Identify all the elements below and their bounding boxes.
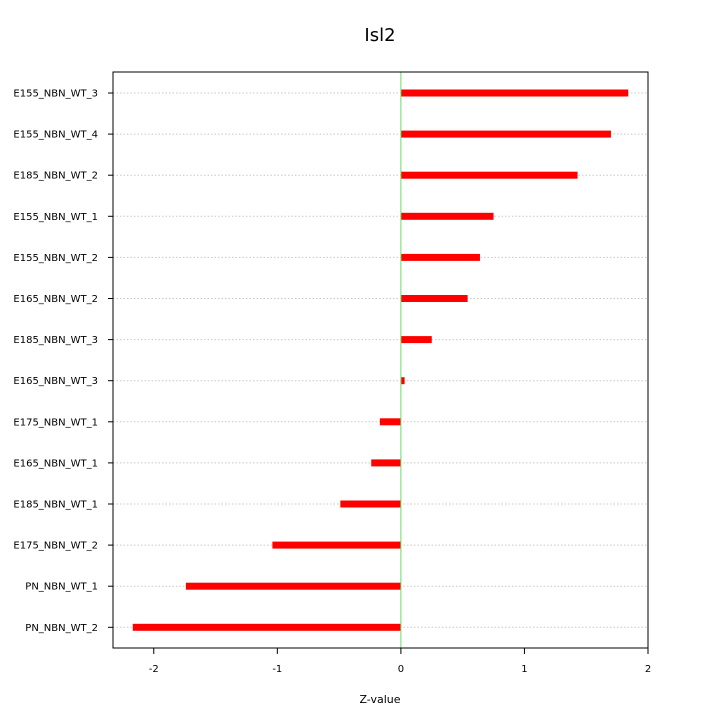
y-tick-label: E165_NBN_WT_2 <box>13 294 98 305</box>
y-tick-label: PN_NBN_WT_2 <box>25 623 98 634</box>
y-tick-label: E185_NBN_WT_3 <box>13 335 98 346</box>
y-tick-label: E155_NBN_WT_1 <box>13 212 98 223</box>
bar <box>371 459 401 467</box>
y-tick-label: E175_NBN_WT_2 <box>13 541 98 552</box>
chart-title: Isl2 <box>364 25 395 46</box>
bar <box>400 295 468 302</box>
bar <box>400 336 432 344</box>
bar-layer <box>132 89 629 631</box>
bar <box>400 89 629 97</box>
bar <box>185 582 401 590</box>
bar <box>272 541 401 549</box>
y-tick-label: E155_NBN_WT_4 <box>13 130 98 141</box>
x-axis: -2 -1 0 1 2 <box>149 648 651 675</box>
x-tick-label: 2 <box>645 664 651 675</box>
y-axis-labels: E155_NBN_WT_3 E155_NBN_WT_4 E185_NBN_WT_2 E… <box>13 89 113 634</box>
y-tick-label: E165_NBN_WT_3 <box>13 376 98 387</box>
plot-frame <box>112 71 649 649</box>
bar <box>400 377 405 385</box>
bar <box>132 623 401 631</box>
x-tick-label: -2 <box>149 664 159 675</box>
bar <box>400 130 611 138</box>
x-tick-label: 0 <box>398 664 404 675</box>
bar <box>340 500 401 508</box>
bar <box>400 212 494 220</box>
y-tick-label: E165_NBN_WT_1 <box>13 458 98 469</box>
bar <box>379 418 401 426</box>
x-tick-label: 1 <box>521 664 527 675</box>
bar <box>400 253 480 261</box>
x-tick-label: -1 <box>272 664 282 675</box>
y-tick-label: E155_NBN_WT_2 <box>13 253 98 264</box>
y-tick-label: E155_NBN_WT_3 <box>13 89 98 100</box>
y-tick-label: E185_NBN_WT_1 <box>13 500 98 511</box>
y-tick-label: E175_NBN_WT_1 <box>13 417 98 428</box>
bar <box>400 171 578 179</box>
x-axis-title: Z-value <box>359 693 400 706</box>
y-tick-label: PN_NBN_WT_1 <box>25 582 98 593</box>
y-tick-label: E185_NBN_WT_2 <box>13 171 98 182</box>
